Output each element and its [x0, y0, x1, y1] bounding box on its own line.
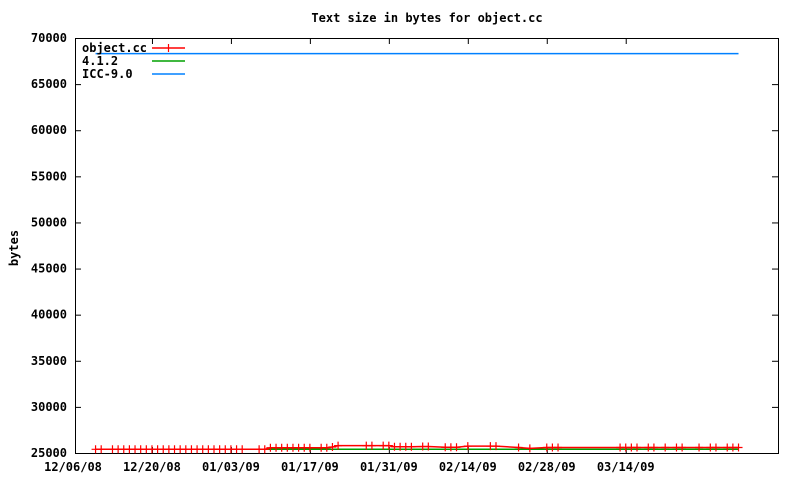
- x-tick-label: 01/31/09: [360, 460, 418, 474]
- data-point: [424, 442, 433, 451]
- data-point: [514, 443, 523, 452]
- data-point: [238, 445, 247, 454]
- data-point: [525, 444, 534, 453]
- data-point: [554, 443, 563, 452]
- data-point: [452, 443, 461, 452]
- legend-label: ICC-9.0: [82, 67, 133, 81]
- x-tick-label: 02/28/09: [518, 460, 576, 474]
- data-point: [407, 442, 416, 451]
- x-ticks: 12/06/08 12/20/08 01/03/09 01/17/09 01/31/09…: [44, 38, 655, 474]
- data-point: [711, 443, 720, 452]
- y-tick-label: 35000: [31, 354, 67, 368]
- y-tick-label: 45000: [31, 262, 67, 276]
- y-tick-label: 40000: [31, 308, 67, 322]
- data-point: [695, 443, 704, 452]
- data-point: [661, 443, 670, 452]
- data-point: [463, 442, 472, 451]
- legend-label: 4.1.2: [82, 54, 118, 68]
- y-tick-label: 30000: [31, 400, 67, 414]
- x-tick-label: 01/17/09: [281, 460, 339, 474]
- y-tick-label: 60000: [31, 123, 67, 137]
- data-point: [649, 443, 658, 452]
- chart-title: Text size in bytes for object.cc: [311, 11, 542, 25]
- data-point: [633, 443, 641, 452]
- data-point: [322, 443, 331, 452]
- x-tick-label: 03/14/09: [597, 460, 655, 474]
- data-point: [734, 443, 743, 452]
- data-point: [328, 443, 337, 452]
- data-point: [305, 443, 314, 452]
- data-point: [367, 441, 376, 450]
- legend-label: object.cc: [82, 41, 147, 55]
- y-tick-label: 50000: [31, 215, 67, 229]
- x-tick-label: 12/06/08: [44, 460, 102, 474]
- data-point: [678, 443, 687, 452]
- data-point: [97, 445, 106, 454]
- y-axis-label: bytes: [7, 230, 21, 266]
- x-tick-label: 01/03/09: [202, 460, 260, 474]
- x-tick-label: 12/20/08: [123, 460, 181, 474]
- data-point: [384, 441, 393, 450]
- y-ticks: 25000 30000 35000 40000 45000 50000 55000 60000…: [31, 31, 779, 460]
- y-tick-label: 25000: [31, 446, 67, 460]
- x-tick-label: 02/14/09: [439, 460, 497, 474]
- y-tick-label: 55000: [31, 169, 67, 183]
- data-point: [334, 441, 343, 450]
- y-tick-label: 65000: [31, 77, 67, 91]
- data-point: [260, 445, 269, 454]
- y-tick-label: 70000: [31, 31, 67, 45]
- data-point: [492, 442, 500, 451]
- plot-border: [75, 38, 779, 454]
- series-layer: [91, 52, 743, 454]
